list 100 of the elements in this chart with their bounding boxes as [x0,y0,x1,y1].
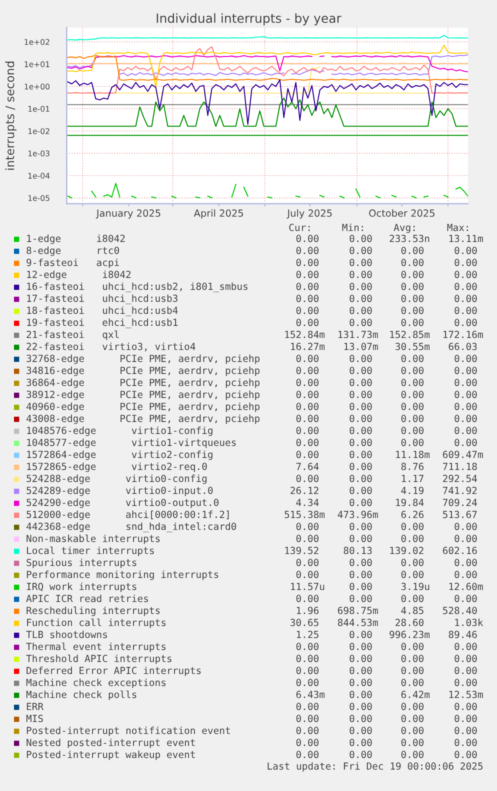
text: Last update: Fri Dec 19 00:00:06 2025 [268,762,483,772]
text: 0.00 [401,750,424,758]
text: 8.76 [401,462,424,470]
text: 0.00 [350,282,372,290]
text: 0.00 [296,534,319,542]
text: 0.00 [401,642,424,650]
text: 0.00 [454,522,477,530]
text: 0.00 [350,714,372,722]
text: 0.00 [454,294,477,302]
text: 0.00 [454,726,477,734]
text: 0.00 [350,594,372,602]
legend-label: 22-fasteoi virtio3, virtio4 [26,342,196,352]
legend-label: 40960-edge PCIe PME, aerdrv, pciehp [26,402,260,412]
text: 844.53m [338,618,378,626]
legend-label: Machine check polls [26,690,136,700]
text: 0.00 [350,570,372,578]
text: 0.00 [454,390,477,398]
text: 16.27m [291,342,325,350]
text: 0.00 [401,678,424,686]
text: 0.00 [350,366,372,374]
text: 0.00 [350,294,372,302]
legend-label: Function call interrupts [27,618,166,628]
x-tick-label: July 2025 [286,209,332,219]
text: 0.00 [401,558,424,566]
legend-label: Posted-interrupt notification event [26,726,230,736]
text: 0.00 [296,570,319,578]
legend-label: IRQ work interrupts [26,582,136,592]
text: 30.65 [290,618,318,626]
legend-label: 1-edge i8042 [27,234,125,244]
text: 0.00 [401,366,424,374]
text: 0.00 [296,318,319,326]
text: 0.00 [296,294,319,302]
text: 0.00 [454,738,477,746]
text: 6.43m [296,690,325,698]
legend-label: 512000-edge ahci[0000:00:1f.2] [26,510,229,520]
x-tick-label: October 2025 [369,209,434,217]
text: 0.00 [454,570,477,578]
text: 0.00 [350,234,372,242]
text: 0.00 [350,678,372,686]
x-tick-label: April 2025 [194,209,243,219]
text: 0.00 [350,702,372,710]
text: 0.00 [350,270,372,278]
text: 0.00 [350,486,372,494]
text: 741.92 [442,486,477,494]
text: 0.00 [296,414,319,422]
legend-label: Posted-interrupt wakeup event [26,750,195,760]
text: 1.17 [402,474,424,482]
text: Max: [447,224,468,232]
text: 0.00 [350,738,372,746]
text: 1.25 [296,630,318,638]
text: 0.00 [350,378,372,386]
text: 12.53m [449,690,483,698]
legend-label: 524288-edge virtio0-config [26,474,207,484]
text: 0.00 [350,534,372,542]
text: 0.00 [454,714,477,722]
text: 0.00 [401,318,424,326]
text: 0.00 [350,642,372,650]
legend-label: 1048576-edge virtio1-config [27,426,212,436]
text: 6.26 [401,510,424,518]
text: 139.52 [285,546,318,554]
text: 0.00 [350,402,372,410]
text: 0.00 [350,318,372,326]
text: Avg: [394,224,415,234]
text: 0.00 [296,438,319,446]
text: 0.00 [454,678,477,686]
legend-label: Threshold APIC interrupts [26,654,172,664]
text: 152.84m [285,330,325,338]
text: 0.00 [401,714,424,722]
text: 131.73m [338,330,378,338]
line-series [67,44,468,88]
text: 0.00 [296,270,319,278]
text: 0.00 [296,258,319,266]
text: 0.00 [296,474,319,482]
legend-label: ERR [26,702,44,710]
text: 0.00 [350,438,372,446]
legend-label: APIC ICR read retries [26,594,148,602]
text: 0.00 [350,726,372,734]
legend-label: 8-edge rtc0 [26,246,120,256]
text: 0.00 [454,426,477,434]
text: 0.00 [296,666,319,674]
legend-label: 21-fasteoi qxl [26,330,119,340]
text: 0.00 [296,426,319,434]
text: 0.00 [454,438,477,446]
text: 0.00 [454,654,477,662]
text: 0.00 [454,642,477,650]
text: 0.00 [296,366,319,374]
chart-title: Individual interrupts - by year [156,13,342,26]
text: 711.18 [442,462,477,470]
text: 0.00 [401,258,424,266]
text: 0.00 [454,750,477,758]
text: 0.00 [350,354,372,362]
legend-label: 442368-edge snd_hda_intel:card0 [26,522,236,532]
text: 0.00 [454,306,477,314]
line-series [67,79,468,125]
text: 0.00 [350,498,372,506]
legend-label: 9-fasteoi acpi [26,258,119,268]
x-tick-label: January 2025 [96,209,160,219]
text: 0.00 [401,594,424,602]
text: 0.00 [296,702,319,710]
text: 0.00 [350,522,372,530]
